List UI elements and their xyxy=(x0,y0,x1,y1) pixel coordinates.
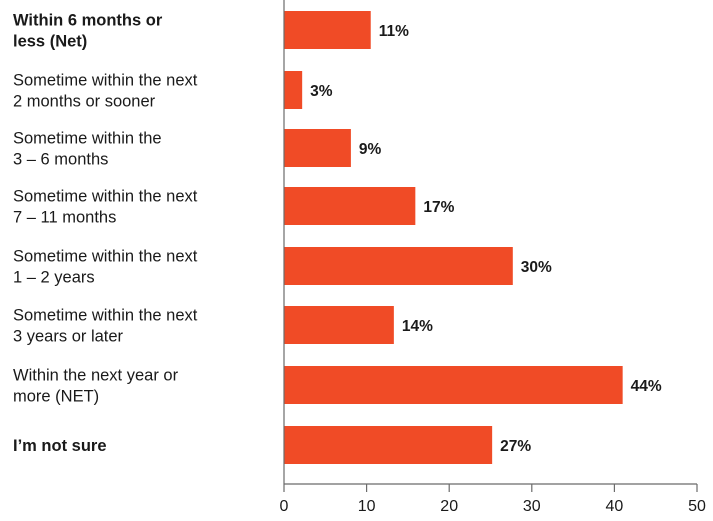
category-label: Sometime within the next 3 years or later xyxy=(13,307,198,346)
value-label: 3% xyxy=(310,83,333,100)
category-label-line: Sometime within the next xyxy=(13,72,198,90)
value-label: 27% xyxy=(500,438,531,455)
value-labels: 11% 3% 9% 17% 30% 14% 44% 27% xyxy=(310,23,662,455)
bar xyxy=(284,306,394,344)
value-label: 14% xyxy=(402,318,433,335)
category-label-line: 7 – 11 months xyxy=(13,209,116,227)
category-label-line: 2 months or sooner xyxy=(13,93,156,111)
category-label: Sometime within the next 1 – 2 years xyxy=(13,248,198,287)
category-label-line: Sometime within the xyxy=(13,130,162,148)
category-label-line: I’m not sure xyxy=(13,437,107,455)
x-tick-label: 50 xyxy=(688,498,706,515)
category-label-line: more (NET) xyxy=(13,388,99,406)
category-label-line: Sometime within the next xyxy=(13,307,198,325)
category-label: Sometime within the 3 – 6 months xyxy=(13,130,162,169)
value-label: 11% xyxy=(379,23,409,40)
x-tick-label: 20 xyxy=(440,498,458,515)
bar xyxy=(284,11,371,49)
x-tick-label: 30 xyxy=(523,498,541,515)
category-label: Sometime within the next 2 months or soon… xyxy=(13,72,198,111)
category-label-line: less (Net) xyxy=(13,33,87,51)
category-label: I’m not sure xyxy=(13,437,107,455)
bar xyxy=(284,366,623,404)
value-label: 9% xyxy=(359,141,382,158)
category-label-line: 3 years or later xyxy=(13,328,124,346)
category-label-line: Sometime within the next xyxy=(13,248,198,266)
category-label-line: Within 6 months or xyxy=(13,12,163,30)
value-label: 44% xyxy=(631,378,662,395)
x-tick-label: 0 xyxy=(280,498,289,515)
bar xyxy=(284,187,416,225)
category-label: Sometime within the next 7 – 11 months xyxy=(13,188,198,227)
x-tick-label: 10 xyxy=(358,498,376,515)
category-label-line: Within the next year or xyxy=(13,367,179,385)
bars xyxy=(284,11,623,464)
category-label-line: 1 – 2 years xyxy=(13,269,95,287)
x-tick-label: 40 xyxy=(606,498,624,515)
bar xyxy=(284,71,303,109)
bar xyxy=(284,129,351,167)
category-label-line: Sometime within the next xyxy=(13,188,198,206)
bar xyxy=(284,247,513,285)
category-label: Within the next year or more (NET) xyxy=(13,367,179,406)
bar xyxy=(284,426,493,464)
category-labels: Within 6 months or less (Net) Sometime wit… xyxy=(13,12,198,456)
category-label-line: 3 – 6 months xyxy=(13,151,108,169)
value-label: 17% xyxy=(423,199,454,216)
x-axis: 0 10 20 30 40 50 xyxy=(280,0,706,515)
value-label: 30% xyxy=(521,259,552,276)
category-label: Within 6 months or less (Net) xyxy=(13,12,163,51)
